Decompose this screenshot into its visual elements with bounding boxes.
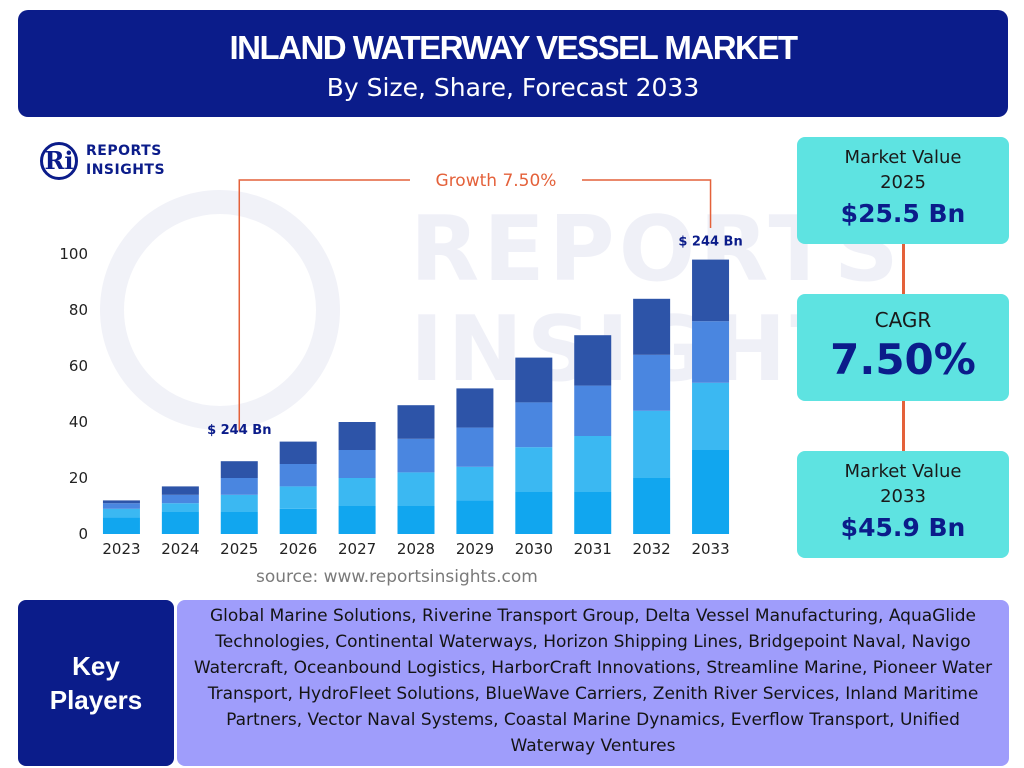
bar-segment-2030-s3 xyxy=(515,402,553,448)
bar-segment-2030-s2 xyxy=(515,447,553,492)
bar-segment-2033-s3 xyxy=(692,321,730,383)
y-tick-label: 0 xyxy=(78,525,88,543)
brand-logo: Ri REPORTS INSIGHTS xyxy=(40,140,210,184)
bar-segment-2027-s3 xyxy=(338,450,376,478)
y-tick-label: 60 xyxy=(69,357,88,375)
bar-segment-2026-s3 xyxy=(279,464,317,487)
growth-label: Growth 7.50% xyxy=(436,171,557,191)
header-banner: INLAND WATERWAY VESSEL MARKET By Size, S… xyxy=(18,10,1008,117)
bar-chart: 0 20 40 60 80 100 2023 2024 2025 2026 2027 2028 2029… xyxy=(59,171,742,558)
key-players-title: Key Players xyxy=(50,649,143,717)
bar-segment-2032-s4 xyxy=(633,298,671,355)
bar-segment-2028-s1 xyxy=(397,506,435,534)
x-tick-label: 2030 xyxy=(515,540,553,558)
card-label-year: 2033 xyxy=(880,486,926,507)
data-label-2025: $ 244 Bn xyxy=(207,423,271,438)
key-players-title-line2: Players xyxy=(49,685,143,715)
bar-segment-2026-s1 xyxy=(279,508,317,534)
bar-segment-2025-s1 xyxy=(220,511,258,534)
logo-mark-icon: Ri xyxy=(40,142,78,180)
card-label: CAGR xyxy=(874,308,932,332)
bar-segment-2024-s1 xyxy=(161,511,199,534)
bar-segment-2029-s4 xyxy=(456,388,494,428)
card-value: $45.9 Bn xyxy=(840,513,966,542)
logo-wordmark: REPORTS INSIGHTS xyxy=(86,142,165,180)
x-tick-label: 2029 xyxy=(456,540,494,558)
market-value-2033-card: Market Value 2033 $45.9 Bn xyxy=(797,451,1009,558)
data-label-2033: $ 244 Bn xyxy=(678,235,742,250)
bar-segment-2032-s1 xyxy=(633,478,671,534)
bar-segment-2025-s3 xyxy=(220,478,258,495)
bar-segment-2032-s2 xyxy=(633,410,671,478)
bar-segment-2027-s1 xyxy=(338,506,376,534)
x-tick-label: 2033 xyxy=(691,540,729,558)
bar-segment-2027-s4 xyxy=(338,422,376,450)
x-tick-label: 2032 xyxy=(633,540,671,558)
bar-segment-2028-s2 xyxy=(397,472,435,506)
key-players-list: Global Marine Solutions, Riverine Transp… xyxy=(177,600,1009,766)
bar-segment-2023-s2 xyxy=(102,508,140,518)
logo-line1: REPORTS xyxy=(86,143,162,159)
page-subtitle: By Size, Share, Forecast 2033 xyxy=(326,73,700,102)
x-tick-label: 2024 xyxy=(161,540,199,558)
bar-segment-2031-s3 xyxy=(574,385,612,436)
key-players-heading-box: Key Players xyxy=(18,600,174,766)
y-tick-label: 20 xyxy=(69,469,88,487)
bar-segment-2028-s3 xyxy=(397,438,435,473)
card-connector-1 xyxy=(902,244,905,294)
y-tick-label: 80 xyxy=(69,301,88,319)
bar-segment-2031-s1 xyxy=(574,492,612,534)
bar-segment-2026-s2 xyxy=(279,486,317,509)
bar-segment-2024-s2 xyxy=(161,503,199,512)
bar-segment-2029-s1 xyxy=(456,500,494,534)
bar-segment-2030-s4 xyxy=(515,357,553,403)
card-value: 7.50% xyxy=(830,335,976,384)
bar-segment-2031-s4 xyxy=(574,335,612,386)
growth-bracket-right xyxy=(582,179,712,228)
bar-segment-2024-s3 xyxy=(161,494,199,504)
bar-segment-2033-s4 xyxy=(692,259,730,322)
bar-segment-2026-s4 xyxy=(279,441,317,464)
bar-segment-2033-s1 xyxy=(692,450,730,534)
x-tick-label: 2028 xyxy=(397,540,435,558)
growth-bracket-left xyxy=(238,179,410,432)
card-label-year: 2025 xyxy=(880,172,926,193)
y-tick-label: 100 xyxy=(59,245,88,263)
market-value-2025-card: Market Value 2025 $25.5 Bn xyxy=(797,137,1009,244)
card-value: $25.5 Bn xyxy=(840,199,966,228)
bar-segment-2031-s2 xyxy=(574,436,612,492)
bar-segment-2023-s1 xyxy=(102,517,140,534)
bar-segment-2027-s2 xyxy=(338,478,376,506)
x-tick-label: 2027 xyxy=(338,540,376,558)
bar-segment-2032-s3 xyxy=(633,354,671,411)
bar-segment-2023-s3 xyxy=(102,503,140,509)
x-tick-label: 2031 xyxy=(574,540,612,558)
bar-segment-2023-s4 xyxy=(102,500,140,504)
source-text: source: www.reportsinsights.com xyxy=(256,567,538,587)
card-label: Market Value xyxy=(844,461,962,482)
key-players-title-line1: Key xyxy=(72,651,120,681)
x-tick-label: 2026 xyxy=(279,540,317,558)
page-title: INLAND WATERWAY VESSEL MARKET xyxy=(229,29,798,66)
bar-segment-2033-s2 xyxy=(692,382,730,450)
card-connector-2 xyxy=(902,401,905,451)
bar-segment-2030-s1 xyxy=(515,492,553,534)
cagr-card: CAGR 7.50% xyxy=(797,294,1009,401)
card-label: Market Value xyxy=(844,147,962,168)
bar-segment-2028-s4 xyxy=(397,405,435,439)
bar-segment-2029-s2 xyxy=(456,466,494,501)
y-tick-label: 40 xyxy=(69,413,88,431)
x-tick-label: 2023 xyxy=(102,540,140,558)
logo-line2: INSIGHTS xyxy=(86,162,166,178)
x-tick-label: 2025 xyxy=(220,540,258,558)
bar-segment-2024-s4 xyxy=(161,486,199,495)
bar-segment-2029-s3 xyxy=(456,427,494,467)
bar-segment-2025-s2 xyxy=(220,494,258,512)
bar-segment-2025-s4 xyxy=(220,461,258,478)
